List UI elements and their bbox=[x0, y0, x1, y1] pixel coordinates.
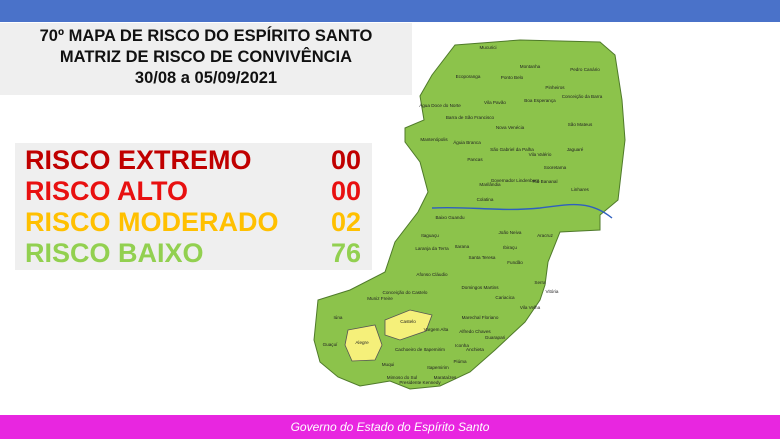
municipality-label: Alfredo Chaves bbox=[459, 329, 491, 334]
risk-count: 00 bbox=[330, 176, 361, 206]
municipality-label: Itaguaçu bbox=[421, 233, 439, 238]
municipality-label: Santa Teresa bbox=[469, 255, 496, 260]
municipality-label: Vila Velha bbox=[520, 305, 541, 310]
municipality-label: São Mateus bbox=[568, 122, 593, 127]
title-box: 70º MAPA DE RISCO DO ESPÍRITO SANTO MATR… bbox=[0, 23, 412, 95]
title-line: 70º MAPA DE RISCO DO ESPÍRITO SANTO bbox=[39, 27, 373, 45]
municipality-label: Vitória bbox=[546, 289, 559, 294]
region-moderate bbox=[344, 324, 383, 362]
municipality-label: Muniz Freire bbox=[367, 296, 393, 301]
municipality-label: Mantenópolis bbox=[420, 137, 448, 142]
municipality-label: São Gabriel da Palha bbox=[490, 147, 534, 152]
risk-row: RISCO BAIXO 76 bbox=[25, 238, 365, 269]
municipality-label: Conceição do Castelo bbox=[383, 290, 428, 295]
municipality-label: Guarapari bbox=[485, 335, 505, 340]
municipality-label: Boa Esperança bbox=[524, 98, 556, 103]
title-line: 30/08 a 05/09/2021 bbox=[134, 69, 278, 87]
municipality-label: Fundão bbox=[507, 260, 523, 265]
municipality-label: Laranja da Terra bbox=[415, 246, 449, 251]
risk-legend: RISCO EXTREMO 00 RISCO ALTO 00 RISCO MODERAD… bbox=[15, 143, 372, 270]
municipality-label: Itarana bbox=[455, 244, 470, 249]
title-line: MATRIZ DE RISCO DE CONVIVÊNCIA bbox=[59, 48, 353, 66]
municipality-label: Vila Valério bbox=[529, 152, 552, 157]
municipality-label: Mimoso do Sul bbox=[387, 375, 417, 380]
municipality-label: Governador Lindenberg bbox=[491, 178, 540, 183]
municipality-label: Marataízes bbox=[434, 375, 457, 380]
region-moderate bbox=[384, 309, 433, 341]
municipality-label: Muqui bbox=[382, 362, 395, 367]
municipality-label: Mucurici bbox=[479, 45, 496, 50]
municipality-label: Conceição da Barra bbox=[562, 94, 603, 99]
municipality-label: Ponto Belo bbox=[501, 75, 524, 80]
municipality-label: Aracruz bbox=[537, 233, 554, 238]
municipality-label: Castelo bbox=[400, 319, 416, 324]
municipality-label: Pedro Canário bbox=[570, 67, 600, 72]
municipality-label: Cachoeiro de Itapemirim bbox=[395, 347, 445, 352]
risk-count: 00 bbox=[330, 145, 361, 175]
municipality-label: Rio Bananal bbox=[532, 179, 557, 184]
municipality-label: Montanha bbox=[520, 64, 541, 69]
municipality-label: Domingos Martins bbox=[461, 285, 499, 290]
risk-row: RISCO ALTO 00 bbox=[25, 176, 365, 207]
municipality-label: Águia Branca bbox=[453, 139, 481, 145]
municipality-label: Iúna bbox=[334, 315, 343, 320]
municipality-label: Marechal Floriano bbox=[462, 315, 499, 320]
risk-row: RISCO EXTREMO 00 bbox=[25, 145, 365, 176]
municipality-label: Colatina bbox=[477, 197, 494, 202]
municipality-label: Vila Pavão bbox=[484, 100, 506, 105]
top-bar bbox=[0, 0, 780, 22]
footer: Governo do Estado do Espírito Santo bbox=[0, 415, 780, 439]
state-shape bbox=[313, 39, 626, 390]
risk-count: 76 bbox=[330, 238, 361, 268]
municipality-label: Baixo Guandu bbox=[435, 215, 465, 220]
municipality-label: Jaguaré bbox=[567, 147, 584, 152]
municipality-label: Serra bbox=[534, 280, 546, 285]
municipality-label: Iconha bbox=[455, 343, 469, 348]
municipality-label: Nova Venécia bbox=[496, 125, 525, 130]
risk-label: RISCO MODERADO bbox=[25, 207, 279, 237]
municipality-label: Pancas bbox=[467, 157, 483, 162]
municipality-label: Presidente Kennedy bbox=[399, 380, 441, 385]
municipality-label: Água Doce do Norte bbox=[419, 102, 461, 108]
municipality-label: Pinheiros bbox=[545, 85, 565, 90]
risk-row: RISCO MODERADO 02 bbox=[25, 207, 365, 238]
municipality-label: Alegre bbox=[355, 340, 369, 345]
municipality-label: Vargem Alta bbox=[424, 327, 449, 332]
municipality-label: Ecoporanga bbox=[456, 74, 481, 79]
municipality-label: Barra de São Francisco bbox=[446, 115, 495, 120]
risk-label: RISCO ALTO bbox=[25, 176, 189, 206]
municipality-label: Afonso Cláudio bbox=[416, 272, 448, 277]
municipality-label: Anchieta bbox=[466, 347, 484, 352]
municipality-label: Linhares bbox=[571, 187, 589, 192]
municipality-label: Sooretama bbox=[544, 165, 567, 170]
risk-label: RISCO BAIXO bbox=[25, 238, 204, 268]
municipality-label: Ibiraçu bbox=[503, 245, 517, 250]
river bbox=[431, 203, 613, 219]
municipality-label: Guaçuí bbox=[323, 342, 339, 347]
municipality-label: Cariacica bbox=[495, 295, 515, 300]
municipality-label: Marilândia bbox=[479, 182, 501, 187]
municipality-label: Itapemirim bbox=[427, 365, 449, 370]
risk-label: RISCO EXTREMO bbox=[25, 145, 252, 175]
municipality-label: João Neiva bbox=[499, 230, 522, 235]
municipality-label: Piúma bbox=[453, 359, 466, 364]
risk-count: 02 bbox=[330, 207, 361, 237]
